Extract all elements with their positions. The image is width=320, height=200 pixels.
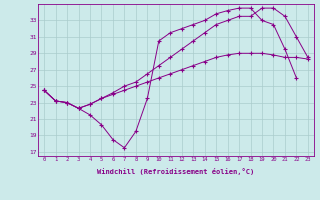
- X-axis label: Windchill (Refroidissement éolien,°C): Windchill (Refroidissement éolien,°C): [97, 168, 255, 175]
